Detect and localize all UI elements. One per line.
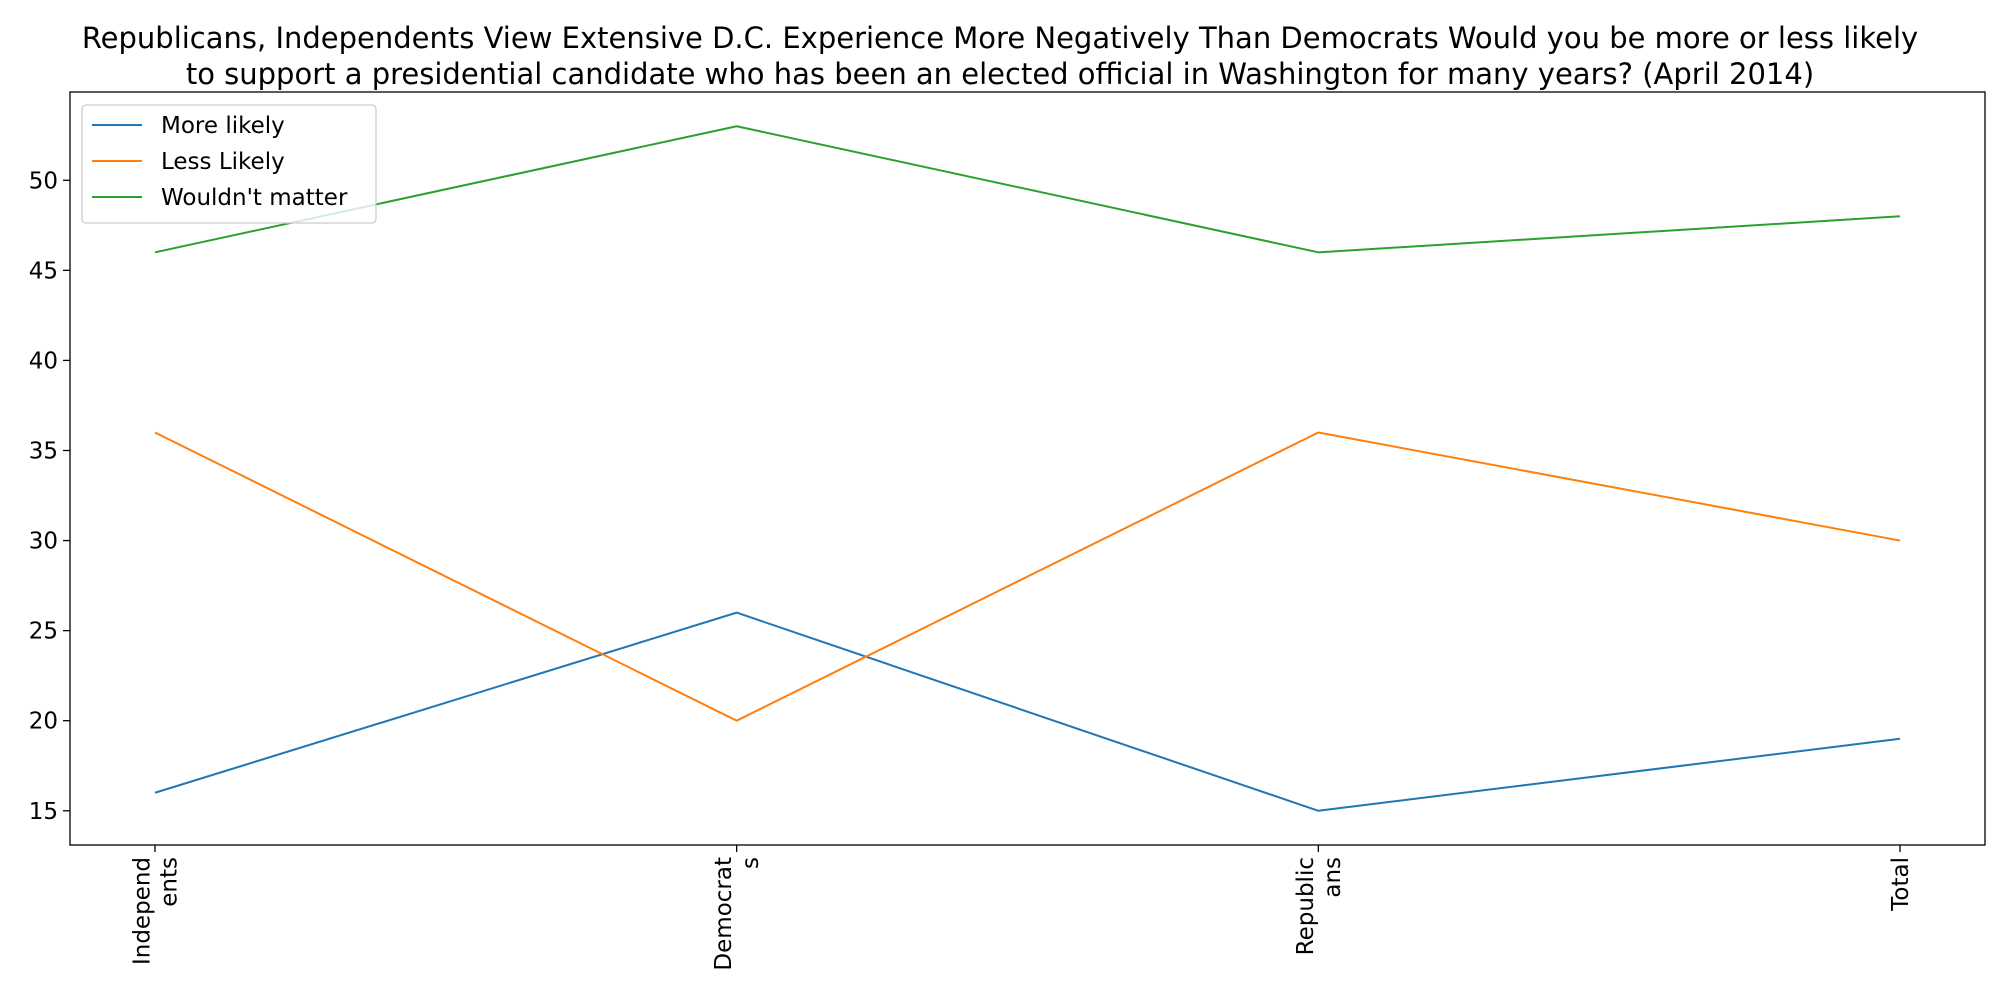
x-tick-label: Republic ans bbox=[1293, 857, 1346, 955]
y-tick-label: 30 bbox=[29, 529, 58, 555]
series-line-2 bbox=[154, 125, 1901, 254]
chart-title-line: to support a presidential candidate who … bbox=[186, 57, 1814, 91]
legend: More likely Less Likely Wouldn't matter bbox=[81, 104, 377, 224]
legend-item: Less Likely bbox=[92, 149, 285, 175]
y-tick-label: 35 bbox=[29, 438, 58, 464]
series-lines bbox=[154, 125, 1901, 812]
legend-label: Wouldn't matter bbox=[161, 185, 348, 211]
series-line-1 bbox=[154, 431, 1901, 722]
chart-title-line: Republicans, Independents View Extensive… bbox=[82, 21, 1918, 55]
y-tick-label: 40 bbox=[29, 348, 58, 374]
x-tick-label-line: Republic bbox=[1293, 857, 1319, 955]
x-tick-label-line: Total bbox=[1888, 857, 1914, 912]
plot-frame bbox=[69, 91, 1986, 846]
y-axis: 15 20 25 30 35 40 45 50 bbox=[29, 168, 70, 825]
y-tick-label: 50 bbox=[29, 168, 58, 194]
x-tick-label: Independ ents bbox=[130, 857, 183, 965]
legend-label: More likely bbox=[161, 113, 285, 139]
legend-item: Wouldn't matter bbox=[92, 185, 348, 211]
legend-label: Less Likely bbox=[161, 149, 285, 175]
y-tick-label: 25 bbox=[29, 619, 58, 645]
x-tick-label: Total bbox=[1888, 857, 1914, 912]
legend-item: More likely bbox=[92, 113, 285, 139]
chart-title: Republicans, Independents View Extensive… bbox=[82, 21, 1918, 91]
y-tick-label: 15 bbox=[29, 799, 58, 825]
y-tick-label: 20 bbox=[29, 709, 58, 735]
x-tick-label-line: ents bbox=[157, 857, 183, 907]
x-tick-label-line: Independ bbox=[130, 857, 156, 965]
x-tick-label-line: ans bbox=[1320, 857, 1346, 898]
x-tick-label-line: s bbox=[738, 857, 764, 869]
x-axis: Independ ents Democrat s Republic ans Total bbox=[130, 845, 1914, 971]
y-tick-label: 45 bbox=[29, 258, 58, 284]
series-line-0 bbox=[154, 611, 1901, 812]
legend-box bbox=[81, 104, 377, 224]
x-tick-label-line: Democrat bbox=[711, 857, 737, 971]
x-tick-label: Democrat s bbox=[711, 857, 764, 971]
